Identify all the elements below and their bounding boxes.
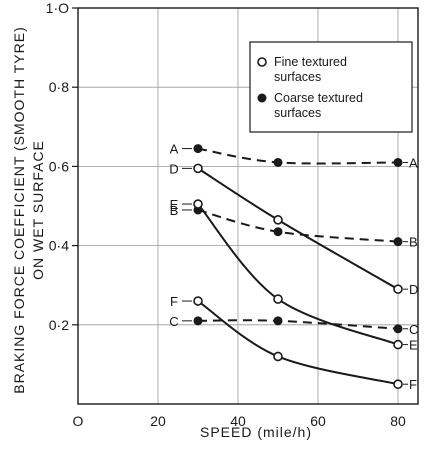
data-series bbox=[193, 144, 403, 390]
y-tick-label: 1·O bbox=[46, 0, 69, 16]
series-e-start-label: E bbox=[170, 197, 179, 212]
series-b-end-label: B bbox=[409, 235, 418, 250]
y-tick-label: 0·8 bbox=[49, 79, 69, 95]
series-a-point bbox=[393, 157, 403, 167]
series-b-line bbox=[197, 208, 399, 243]
series-f-point bbox=[393, 379, 403, 390]
series-b-point bbox=[393, 237, 403, 247]
y-axis-title-line2: ON WET SURFACE bbox=[30, 140, 46, 280]
y-tick-label: 0·4 bbox=[49, 238, 69, 254]
series-d-start-label: D bbox=[169, 161, 178, 176]
series-d-end-label: D bbox=[409, 282, 418, 297]
y-axis-title-line1: BRAKING FORCE COEFFICIENT (SMOOTH TYRE) bbox=[11, 26, 27, 394]
series-a-point bbox=[273, 157, 283, 167]
series-e-line bbox=[197, 203, 399, 346]
series-b-point bbox=[273, 227, 283, 237]
x-tick-label: 60 bbox=[310, 413, 326, 429]
series-c-start-label: C bbox=[169, 314, 178, 329]
y-tick-label: 0·6 bbox=[49, 158, 69, 174]
legend: Fine textured surfaces Coarse textured s… bbox=[249, 41, 413, 133]
legend-marker-filled bbox=[257, 93, 267, 103]
series-d-point bbox=[193, 163, 203, 174]
legend-label-fine-1: Fine textured bbox=[274, 55, 347, 69]
series-d-point bbox=[273, 215, 283, 225]
series-a-start-label: A bbox=[170, 142, 179, 157]
series-d-line bbox=[197, 167, 399, 291]
series-c-point bbox=[393, 324, 403, 334]
series-e-point bbox=[193, 199, 203, 209]
x-tick-label: O bbox=[73, 413, 84, 429]
x-tick-label: 40 bbox=[230, 413, 246, 429]
x-axis-title: SPEED (mile/h) bbox=[200, 424, 312, 440]
x-tick-label: 20 bbox=[150, 413, 166, 429]
legend-marker-open bbox=[257, 57, 267, 67]
x-tick-label: 80 bbox=[390, 413, 406, 429]
series-a-line bbox=[197, 147, 399, 165]
legend-box bbox=[249, 41, 413, 133]
series-c-end-label: C bbox=[409, 322, 418, 337]
series-e-end-label: E bbox=[409, 338, 418, 353]
series-a-point bbox=[193, 144, 203, 154]
series-f-end-label: F bbox=[409, 377, 417, 392]
series-e-point bbox=[273, 294, 283, 304]
curve-labels: A A B B C C D D E E F F bbox=[169, 142, 418, 393]
series-f-start-label: F bbox=[170, 294, 178, 309]
series-c-point bbox=[273, 316, 283, 326]
legend-label-fine-2: surfaces bbox=[274, 70, 321, 84]
series-d-point bbox=[393, 284, 403, 294]
series-c-point bbox=[193, 316, 203, 326]
series-e-point bbox=[393, 339, 403, 350]
series-f-line bbox=[197, 300, 399, 386]
series-a-end-label: A bbox=[409, 155, 418, 170]
legend-label-coarse-1: Coarse textured bbox=[274, 91, 363, 105]
axis-ticks: O 20 40 60 80 0·2 0·4 0·6 0·8 1·O bbox=[46, 0, 406, 429]
series-f-point bbox=[193, 296, 203, 306]
series-b-start-label: B bbox=[170, 203, 179, 218]
y-tick-label: 0·2 bbox=[49, 317, 69, 333]
plot-frame bbox=[77, 7, 419, 405]
legend-label-coarse-2: surfaces bbox=[274, 106, 321, 120]
series-f-point bbox=[273, 351, 283, 362]
